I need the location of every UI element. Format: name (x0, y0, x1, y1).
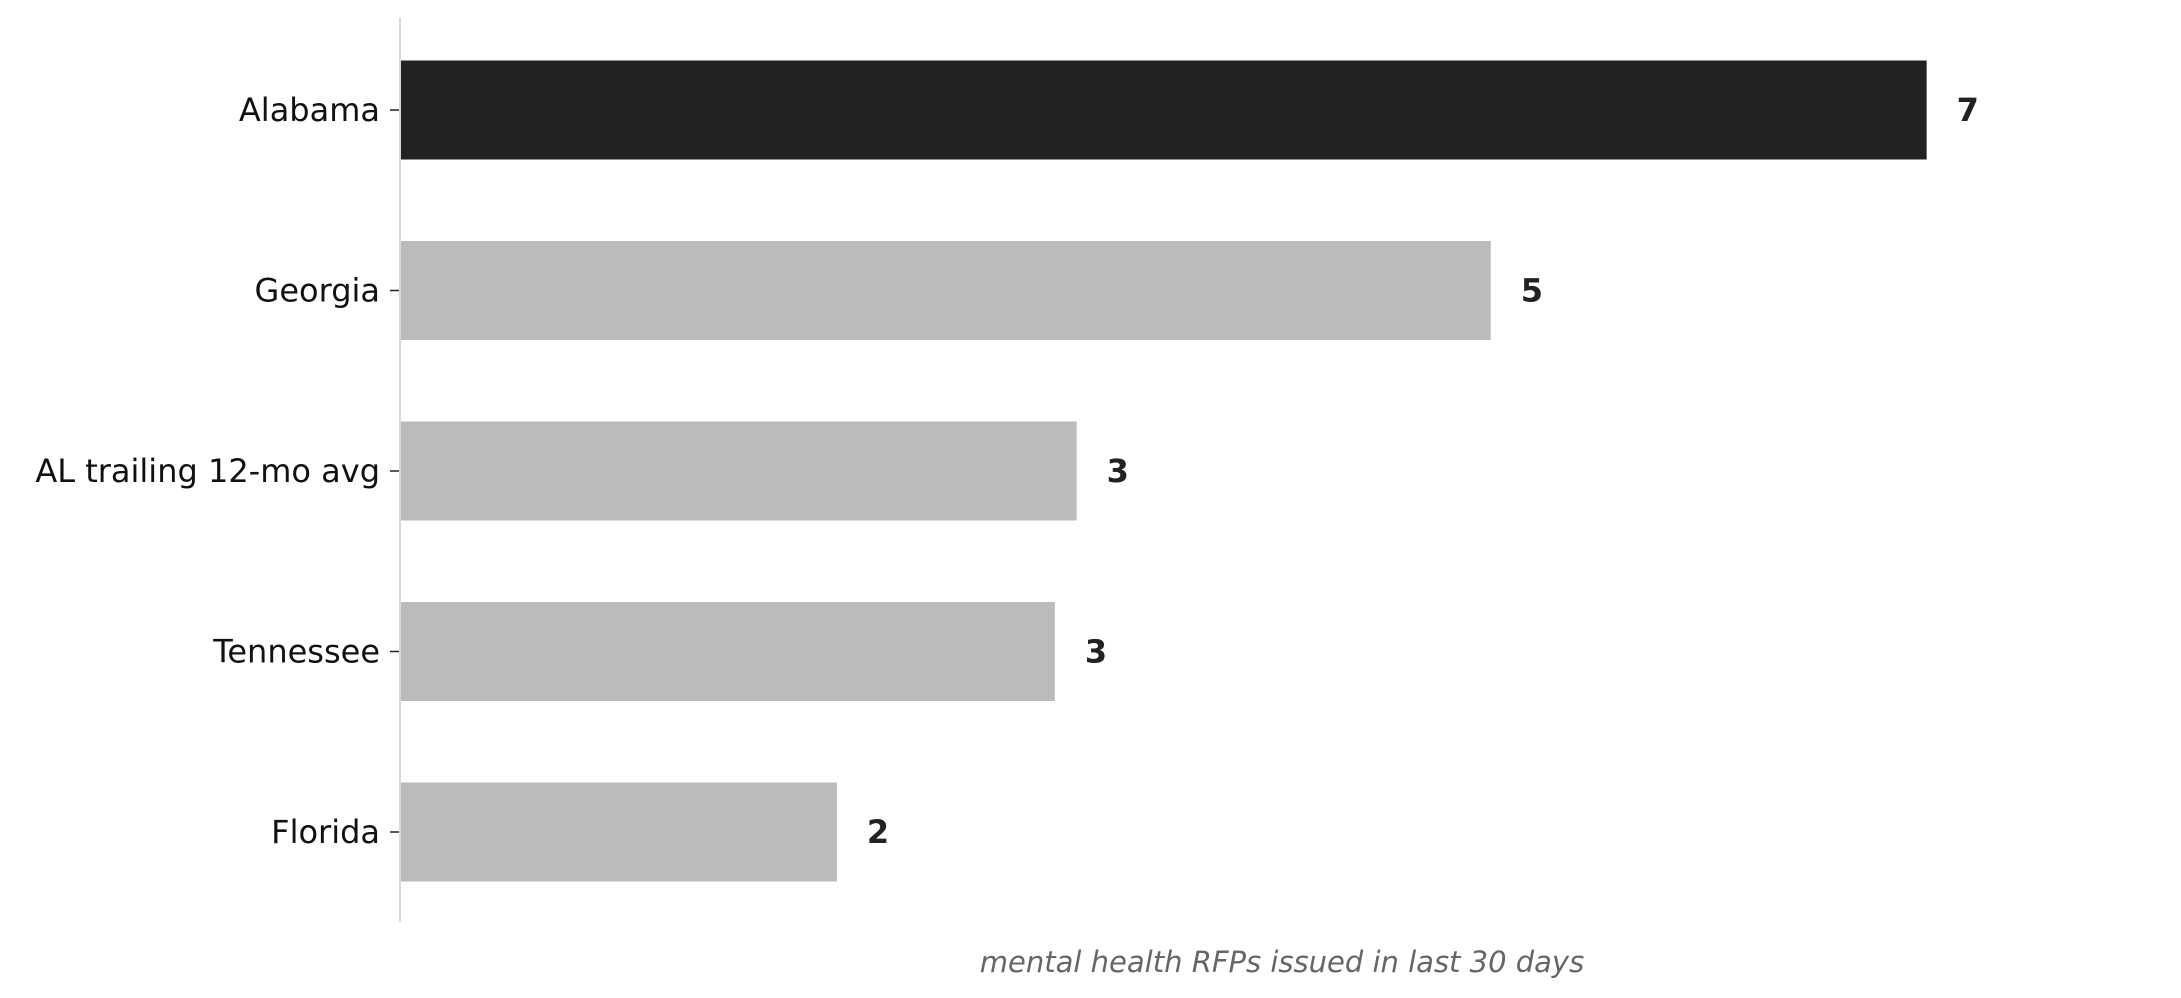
bar-alabama (401, 60, 1927, 160)
y-tick-label: Georgia (255, 272, 380, 310)
data-label: 3 (1085, 633, 1107, 671)
data-label: 3 (1107, 452, 1129, 490)
y-tick-label: Tennessee (212, 633, 380, 671)
bar-georgia (401, 241, 1491, 340)
bars-layer: Alabama 7 Georgia 5 AL trailing 12-mo avg 3 Te… (35, 60, 1979, 882)
bar-al-trailing-12-mo-avg (401, 421, 1077, 521)
data-label: 7 (1957, 91, 1979, 129)
bar-tennessee (401, 602, 1055, 701)
bar-florida (401, 782, 837, 882)
x-axis-label: mental health RFPs issued in last 30 day… (980, 945, 1584, 979)
data-label: 5 (1521, 272, 1543, 310)
data-label: 2 (867, 813, 889, 851)
y-tick-label: Florida (271, 813, 380, 851)
y-tick-label: AL trailing 12-mo avg (35, 452, 380, 490)
y-tick-label: Alabama (239, 91, 380, 129)
